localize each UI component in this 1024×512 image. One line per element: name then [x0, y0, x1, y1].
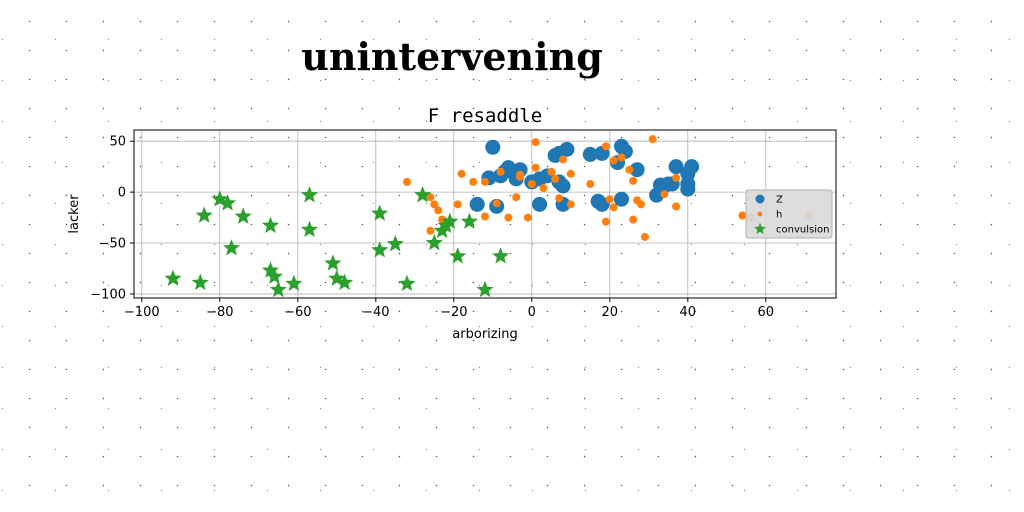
x-tick-label: 0	[528, 305, 536, 320]
data-points	[164, 135, 812, 297]
data-point	[497, 168, 505, 176]
data-point	[672, 174, 680, 182]
data-point	[434, 206, 442, 214]
data-point	[262, 217, 279, 233]
data-point	[540, 184, 548, 192]
data-point	[492, 247, 509, 263]
y-tick-label: 50	[109, 135, 126, 150]
x-axis-label: arborizing	[452, 327, 517, 342]
data-point	[235, 208, 252, 224]
data-point	[618, 153, 626, 161]
data-point	[285, 275, 302, 291]
data-point	[371, 204, 388, 220]
data-point	[493, 199, 501, 207]
data-point	[504, 214, 512, 222]
x-tick-label: 60	[758, 305, 775, 320]
data-point	[458, 170, 466, 178]
data-point	[547, 168, 555, 176]
data-point	[567, 170, 575, 178]
legend-label: h	[776, 210, 782, 221]
data-point	[516, 171, 524, 179]
data-point	[371, 241, 388, 257]
data-point	[301, 221, 318, 237]
data-point	[449, 247, 466, 263]
y-tick-label: −100	[90, 287, 126, 302]
x-tick-label: 20	[602, 305, 619, 320]
x-tick-label: −40	[362, 305, 389, 320]
data-point	[559, 156, 567, 164]
data-point	[164, 270, 181, 286]
data-point	[672, 202, 680, 210]
data-point	[532, 164, 540, 172]
y-tick-label: −50	[99, 237, 126, 252]
data-point	[301, 186, 318, 202]
x-tick-label: −80	[206, 305, 233, 320]
data-point	[625, 166, 633, 174]
data-point	[481, 213, 489, 221]
legend-label: Z	[776, 195, 783, 206]
data-point	[610, 203, 618, 211]
data-point	[684, 159, 699, 174]
data-point	[586, 180, 594, 188]
series-z-points	[470, 139, 700, 214]
y-tick-label: 0	[118, 186, 126, 201]
data-point	[602, 218, 610, 226]
data-point	[270, 281, 287, 297]
data-point	[403, 178, 411, 186]
data-point	[559, 142, 574, 157]
data-point	[324, 254, 341, 270]
legend-marker	[758, 212, 763, 217]
x-tick-label: −100	[124, 305, 160, 320]
data-point	[528, 180, 536, 188]
data-point	[223, 239, 240, 255]
data-point	[532, 138, 540, 146]
x-tick-label: 40	[680, 305, 697, 320]
data-point	[476, 281, 493, 297]
chart-title: F resaddle	[428, 105, 542, 127]
y-axis-label: lacker	[67, 194, 82, 234]
data-point	[567, 200, 575, 208]
data-point	[454, 200, 462, 208]
data-point	[610, 157, 618, 165]
data-point	[555, 194, 563, 202]
legend: Zh convulsion	[746, 190, 832, 238]
data-point	[398, 275, 415, 291]
legend-marker	[756, 195, 765, 204]
data-point	[481, 178, 489, 186]
data-point	[532, 197, 547, 212]
data-point	[196, 207, 213, 223]
data-point	[485, 140, 500, 155]
data-point	[524, 214, 532, 222]
data-point	[641, 233, 649, 241]
data-point	[606, 195, 614, 203]
data-point	[629, 177, 637, 185]
data-point	[680, 176, 695, 191]
data-point	[426, 227, 434, 235]
data-point	[738, 212, 746, 220]
data-point	[629, 216, 637, 224]
data-point	[426, 234, 443, 250]
x-tick-label: −60	[284, 305, 311, 320]
legend-label: convulsion	[776, 225, 829, 236]
data-point	[461, 213, 478, 229]
data-point	[470, 197, 485, 212]
data-point	[602, 142, 610, 150]
data-point	[512, 193, 520, 201]
data-point	[469, 178, 477, 186]
data-point	[551, 175, 559, 183]
data-point	[192, 274, 209, 290]
data-point	[637, 200, 645, 208]
data-point	[660, 190, 668, 198]
x-tick-label: −20	[440, 305, 467, 320]
data-point	[387, 235, 404, 251]
data-point	[649, 135, 657, 143]
